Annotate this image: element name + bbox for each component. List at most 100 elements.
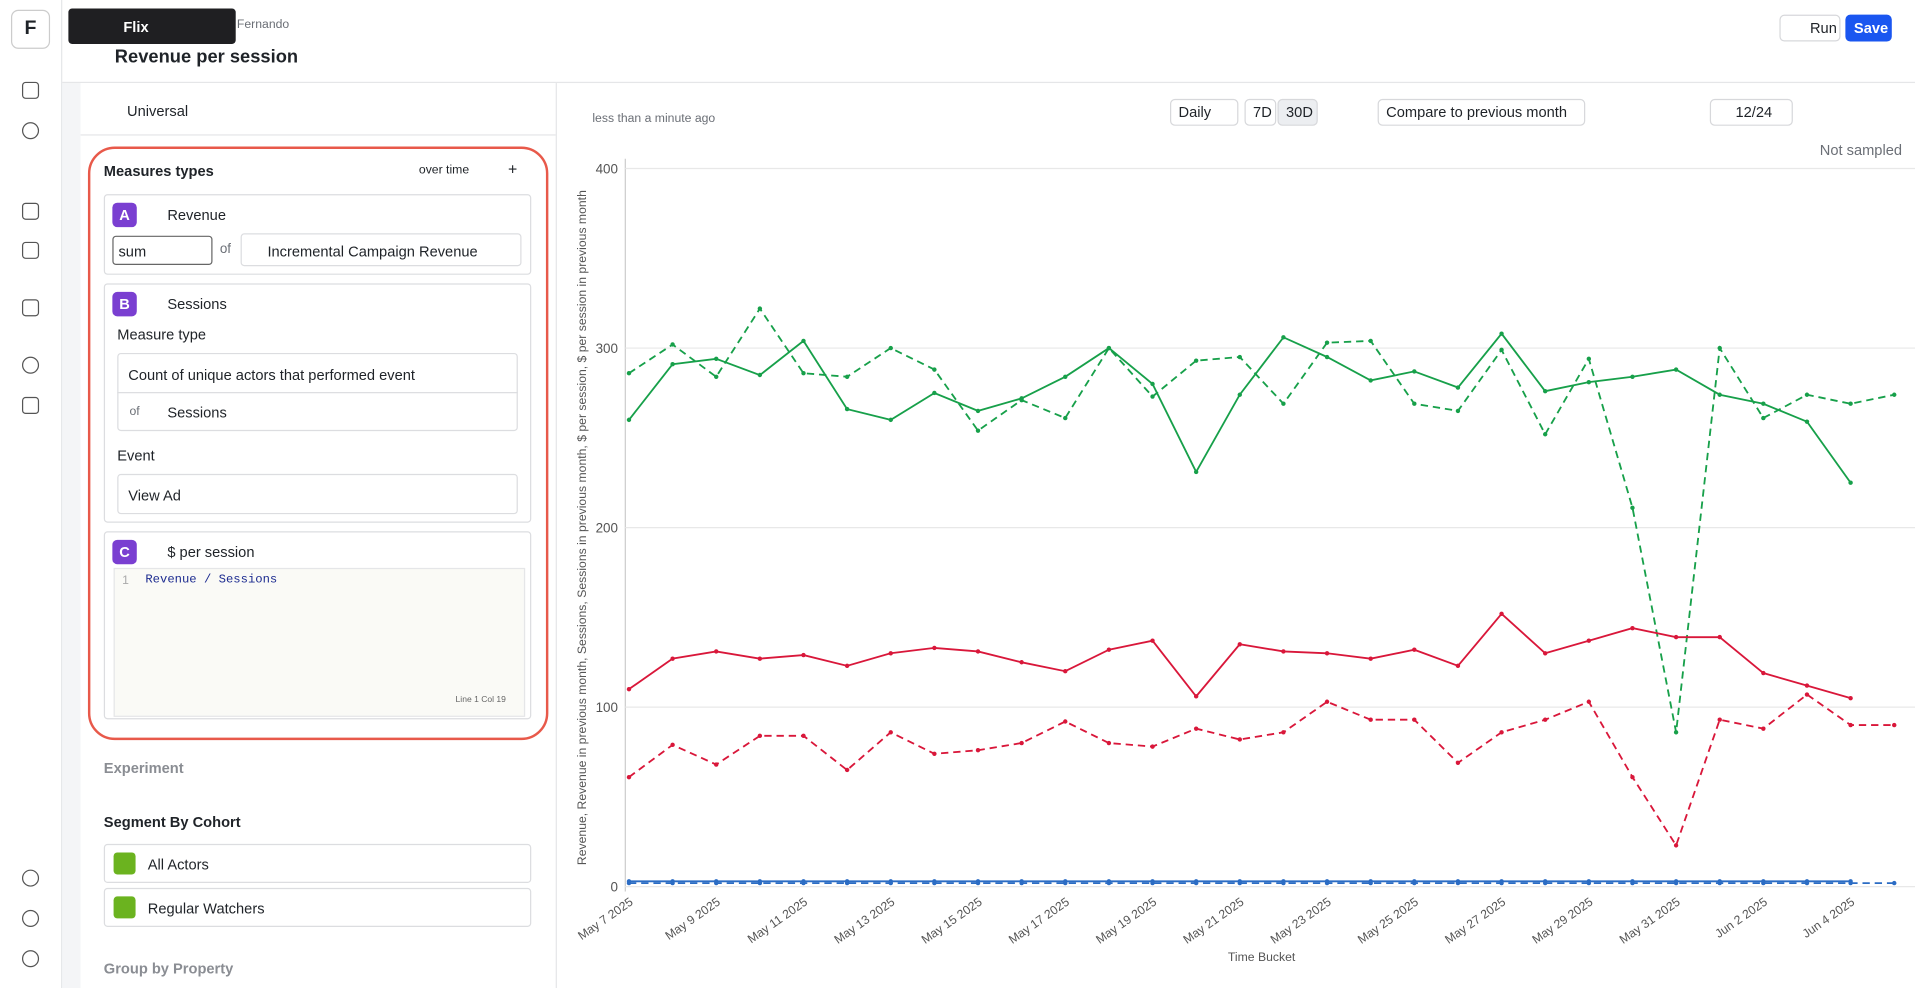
measure-name[interactable]: Revenue <box>167 206 226 224</box>
data-point <box>1455 663 1461 669</box>
x-tick-label: May 25 2025 <box>1355 895 1421 947</box>
flag-icon[interactable] <box>21 396 40 415</box>
data-point <box>1586 356 1592 362</box>
data-point <box>670 656 675 661</box>
breadcrumb[interactable]: Fernando <box>236 18 290 32</box>
x-tick-label: May 15 2025 <box>919 895 985 947</box>
section-title: Segment By Cohort <box>103 813 241 831</box>
search-icon[interactable] <box>21 122 40 140</box>
data-point <box>1542 880 1548 886</box>
data-point <box>888 345 893 351</box>
data-point <box>714 649 719 654</box>
save-button[interactable]: Save <box>1845 14 1892 42</box>
data-point <box>1673 634 1679 640</box>
folder-icon[interactable] <box>21 299 40 317</box>
data-point <box>1586 699 1592 704</box>
data-point <box>1150 381 1155 387</box>
highlight <box>87 146 549 741</box>
notebook-icon[interactable] <box>21 202 40 220</box>
data-point <box>844 374 850 379</box>
updated: less than a minute ago <box>592 112 716 126</box>
y-tick-label: 400 <box>596 161 618 176</box>
data-point <box>1150 880 1155 886</box>
data-point <box>1368 338 1373 344</box>
data-point <box>1673 880 1679 886</box>
data-point <box>975 880 981 886</box>
run-button[interactable]: Run <box>1779 14 1841 42</box>
y-axis-label: Revenue, Revenue in previous month, Sess… <box>575 190 589 865</box>
x-tick-label: May 13 2025 <box>832 895 898 947</box>
add-icon[interactable]: + <box>508 159 518 179</box>
data-point <box>932 645 937 651</box>
granularity[interactable]: Daily <box>1170 98 1239 126</box>
section-title[interactable]: Experiment <box>103 759 184 777</box>
data-point <box>670 880 675 886</box>
data-point <box>1281 730 1286 735</box>
data-point <box>1106 647 1112 652</box>
event[interactable]: View Ad <box>117 473 518 515</box>
data-point <box>932 751 937 757</box>
property[interactable]: Incremental Campaign Revenue <box>240 233 522 267</box>
data-point <box>1717 345 1722 351</box>
add-icon[interactable] <box>22 162 39 179</box>
data-point <box>844 406 850 412</box>
measure-name[interactable]: $ per session <box>167 543 255 561</box>
cohort-icon <box>113 896 136 919</box>
cohort[interactable]: Regular Watchers <box>103 887 532 927</box>
visible-series[interactable]: 12/24 <box>1709 98 1793 126</box>
data-point <box>626 417 632 423</box>
compare[interactable]: Compare to previous month <box>1377 98 1586 126</box>
gutter <box>62 83 81 988</box>
aggregation[interactable]: sum <box>112 235 213 266</box>
source[interactable]: Sessions <box>167 404 227 422</box>
logo[interactable]: F <box>10 9 51 49</box>
data-point <box>1761 880 1766 886</box>
data-point <box>1237 392 1242 397</box>
data-point <box>801 652 806 658</box>
data-point <box>1455 760 1461 765</box>
data-point <box>1804 392 1810 397</box>
range-button[interactable]: 7D <box>1244 98 1277 126</box>
data-point <box>1324 699 1330 704</box>
formula[interactable]: Revenue / Sessions <box>145 574 278 588</box>
data-point <box>714 356 719 362</box>
y-tick-label: 200 <box>596 520 618 535</box>
database-icon[interactable] <box>21 869 40 887</box>
data-point <box>1761 401 1766 406</box>
data-point <box>1542 388 1548 394</box>
data-point <box>1761 670 1766 676</box>
library-icon[interactable] <box>21 241 40 259</box>
data-point <box>801 371 806 376</box>
data-point <box>1150 744 1155 749</box>
data-point <box>1368 880 1373 886</box>
section-title[interactable]: Group by Property <box>103 959 234 978</box>
range-button[interactable]: 30D <box>1277 98 1318 126</box>
data-point <box>670 362 675 367</box>
data-point <box>1630 374 1635 379</box>
data-point <box>1542 717 1548 722</box>
data-point <box>1281 401 1286 406</box>
mode-select[interactable]: over time <box>418 163 470 178</box>
help-icon[interactable] <box>21 950 40 968</box>
data-point <box>1673 843 1679 848</box>
data-point <box>801 733 806 739</box>
data-point <box>1368 717 1373 722</box>
data-point <box>1368 656 1373 661</box>
scope[interactable]: Universal <box>127 102 189 120</box>
cohort[interactable]: All Actors <box>103 843 532 883</box>
code-editor[interactable] <box>113 567 526 717</box>
data-point <box>801 880 806 886</box>
data-point <box>1150 394 1155 399</box>
data-point <box>714 762 719 767</box>
data-point <box>1455 385 1461 390</box>
data-point <box>1630 880 1635 886</box>
user-icon[interactable] <box>21 356 40 374</box>
data-point <box>1804 880 1810 886</box>
data-point <box>1542 651 1548 656</box>
measure-name[interactable]: Sessions <box>167 295 227 313</box>
settings-icon[interactable] <box>21 909 40 927</box>
home-icon[interactable] <box>21 81 40 99</box>
data-point <box>801 338 806 344</box>
